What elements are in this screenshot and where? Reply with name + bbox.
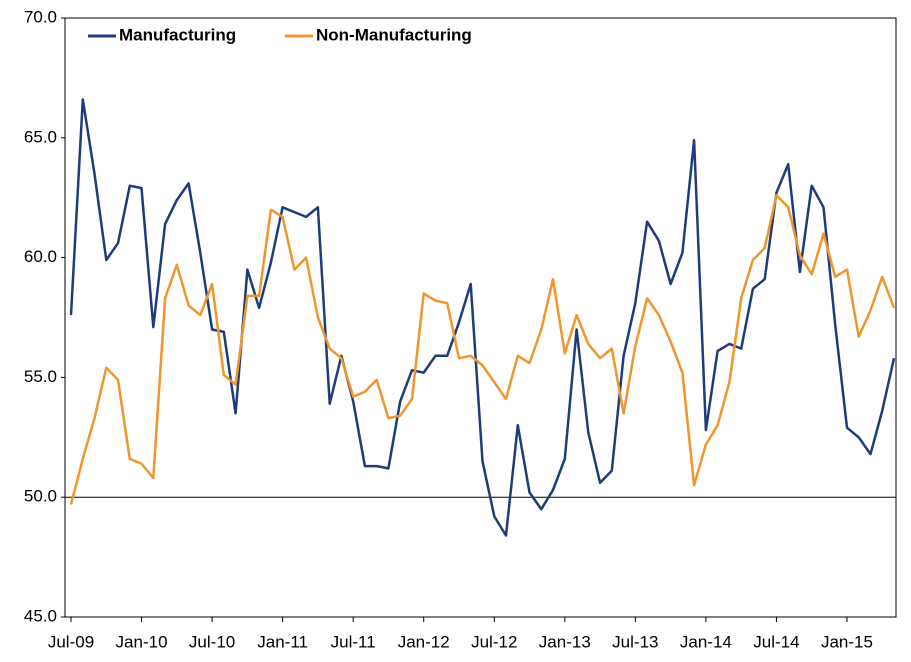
legend-label: Manufacturing xyxy=(119,25,236,44)
legend-label: Non-Manufacturing xyxy=(316,25,472,44)
series-line xyxy=(69,98,896,537)
y-tick-label: 70.0 xyxy=(24,7,57,26)
x-tick-label: Jul-11 xyxy=(331,632,376,651)
x-tick-label: Jan-11 xyxy=(257,632,308,651)
plot-frame xyxy=(64,17,897,618)
x-tick-label: Jan-13 xyxy=(539,632,591,651)
x-tick-label: Jan-14 xyxy=(680,632,732,651)
series-line xyxy=(69,194,896,505)
x-tick-label: Jan-10 xyxy=(116,632,168,651)
y-tick-label: 55.0 xyxy=(24,367,57,386)
x-tick-label: Jan-12 xyxy=(398,632,450,651)
y-tick-label: 45.0 xyxy=(24,606,57,625)
x-tick-label: Jan-15 xyxy=(821,632,873,651)
x-tick-label: Jul-12 xyxy=(471,632,517,651)
y-tick-label: 60.0 xyxy=(24,247,57,266)
x-tick-label: Jul-10 xyxy=(189,632,235,651)
y-tick-label: 65.0 xyxy=(24,127,57,146)
x-tick-label: Jul-14 xyxy=(753,632,799,651)
y-tick-label: 50.0 xyxy=(24,487,57,506)
x-tick-label: Jul-13 xyxy=(612,632,658,651)
x-tick-label: Jul-09 xyxy=(48,632,94,651)
